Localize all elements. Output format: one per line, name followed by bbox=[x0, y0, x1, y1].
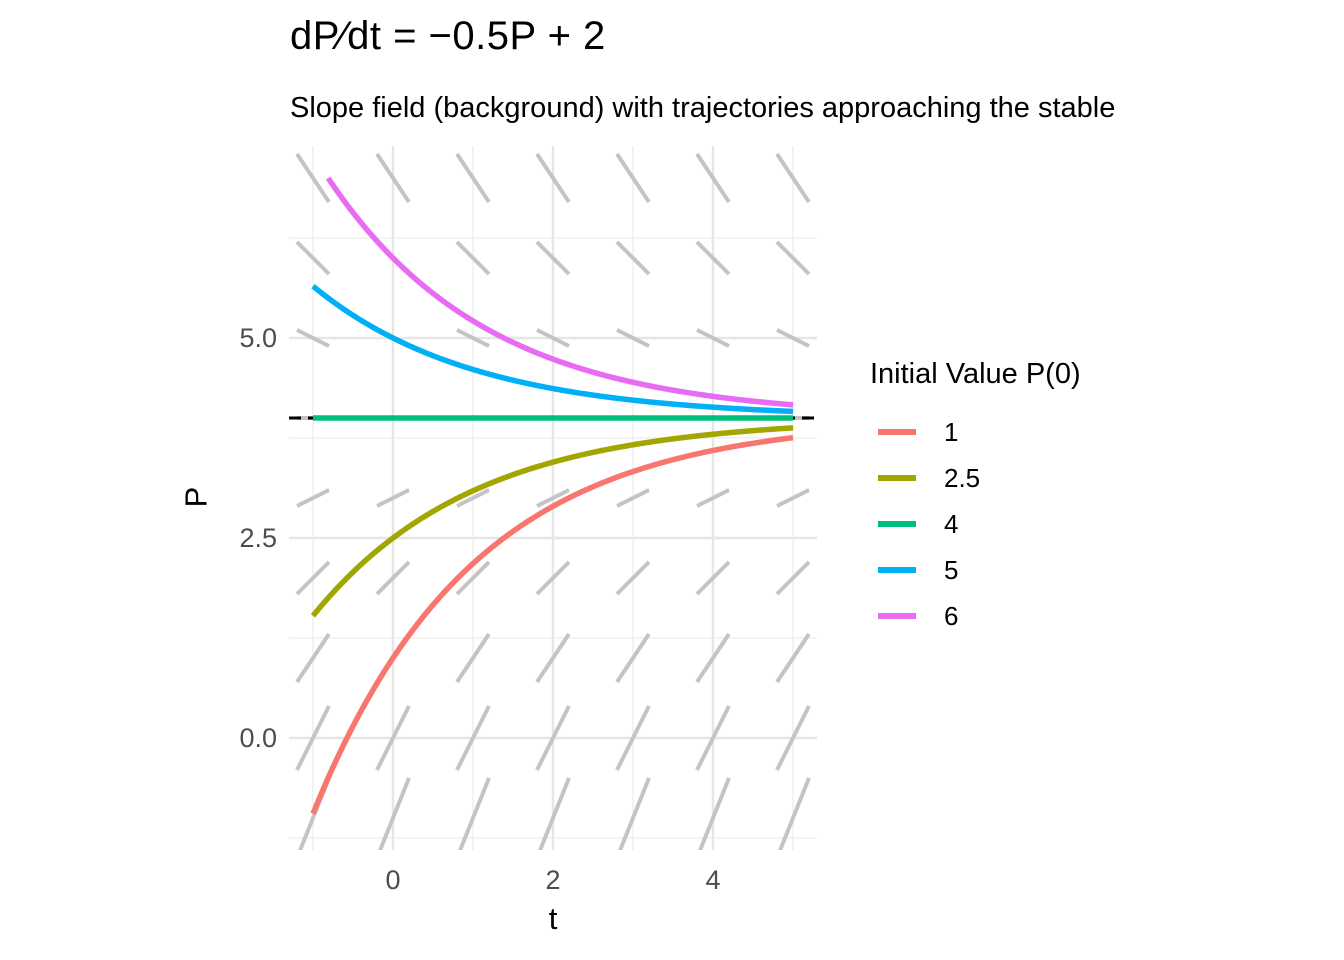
slope-field-segment bbox=[776, 488, 810, 508]
legend-key-line-2.5 bbox=[878, 475, 916, 481]
slope-field-segment bbox=[776, 328, 810, 348]
legend: Initial Value P(0) 1 2.5 4 5 6 bbox=[870, 358, 1081, 639]
x-axis-title: t bbox=[548, 901, 558, 936]
slope-field-segment bbox=[535, 152, 571, 204]
slope-field-segment bbox=[615, 240, 651, 276]
trajectory-P0-5 bbox=[311, 283, 795, 415]
slope-field-segment bbox=[616, 488, 650, 508]
axis-tick-labels: 0.0 2.5 5.0 0 2 4 bbox=[239, 323, 720, 895]
slope-field-segment bbox=[455, 152, 491, 204]
slope-field-segment bbox=[696, 488, 730, 508]
slope-field-segment bbox=[375, 560, 411, 596]
slope-field-segment bbox=[456, 488, 490, 508]
slope-field-segment bbox=[535, 632, 571, 684]
trajectory-P0-6 bbox=[325, 176, 795, 408]
x-tick-label: 2 bbox=[545, 865, 560, 895]
legend-label: 4 bbox=[944, 508, 959, 539]
slope-field-segment bbox=[536, 488, 570, 508]
legend-row-2.5: 2.5 bbox=[870, 455, 1081, 501]
legend-key-line-5 bbox=[878, 567, 916, 573]
slope-field-segment bbox=[535, 705, 571, 771]
slope-field-segment bbox=[695, 240, 731, 276]
legend-row-1: 1 bbox=[870, 409, 1081, 455]
slope-field-segment bbox=[695, 560, 731, 596]
slope-field-segment bbox=[775, 240, 811, 276]
slope-field-segment bbox=[296, 488, 330, 508]
slope-field-segment bbox=[775, 152, 811, 204]
slope-field-segment bbox=[295, 152, 331, 204]
legend-label: 1 bbox=[944, 416, 959, 447]
legend-row-6: 6 bbox=[870, 593, 1081, 639]
legend-key-line-4 bbox=[878, 521, 916, 527]
slope-field-segment bbox=[295, 240, 331, 276]
slope-field-segment bbox=[695, 632, 731, 684]
slope-field-segment bbox=[615, 705, 651, 771]
legend-label: 2.5 bbox=[944, 462, 981, 493]
slope-field-segment bbox=[375, 705, 411, 771]
slope-field-segment bbox=[775, 632, 811, 684]
plot-title: dP∕dt = −0.5P + 2 bbox=[290, 14, 606, 58]
slope-field-segment bbox=[535, 240, 571, 276]
slope-field-segment bbox=[456, 328, 490, 348]
slope-field-segment bbox=[455, 632, 491, 684]
slope-field-segment bbox=[295, 632, 331, 684]
legend-label: 6 bbox=[944, 600, 959, 631]
slope-field-segment bbox=[778, 777, 811, 850]
x-tick-label: 0 bbox=[385, 865, 400, 895]
slope-field-segment bbox=[698, 777, 731, 850]
slope-field-segment bbox=[695, 705, 731, 771]
slope-field-segment bbox=[376, 488, 410, 508]
y-axis-title: P bbox=[178, 486, 214, 508]
legend-key-line-6 bbox=[878, 613, 916, 619]
legend-label: 5 bbox=[944, 554, 959, 585]
slope-field-segment bbox=[536, 328, 570, 348]
slope-field-segment bbox=[696, 328, 730, 348]
slope-field-segment bbox=[615, 560, 651, 596]
slope-field-segment bbox=[538, 777, 571, 850]
legend-items: 1 2.5 4 5 6 bbox=[870, 409, 1081, 639]
slope-field-segment bbox=[695, 152, 731, 204]
slope-field-segment bbox=[378, 777, 411, 850]
legend-row-4: 4 bbox=[870, 501, 1081, 547]
slope-field-segment bbox=[455, 240, 491, 276]
slope-field-segment bbox=[616, 328, 650, 348]
slope-field-segment bbox=[775, 705, 811, 771]
y-tick-label: 2.5 bbox=[239, 523, 277, 553]
slope-field-segment bbox=[615, 632, 651, 684]
slope-field-segment bbox=[535, 560, 571, 596]
slope-field-segment bbox=[375, 152, 411, 204]
legend-row-5: 5 bbox=[870, 547, 1081, 593]
slope-field-segment bbox=[618, 777, 651, 850]
slope-field-segment bbox=[775, 560, 811, 596]
slope-field-segment bbox=[455, 560, 491, 596]
slope-field-segment bbox=[615, 152, 651, 204]
slope-field-segment bbox=[458, 777, 491, 850]
slope-field-segment bbox=[295, 560, 331, 596]
legend-key-line-1 bbox=[878, 429, 916, 435]
slope-field-segment bbox=[296, 328, 330, 348]
plot-subtitle: Slope field (background) with trajectori… bbox=[290, 92, 1116, 124]
x-tick-label: 4 bbox=[705, 865, 720, 895]
trajectory-P0-2.5 bbox=[310, 425, 795, 618]
y-tick-label: 0.0 bbox=[239, 723, 277, 753]
legend-title: Initial Value P(0) bbox=[870, 358, 1081, 390]
trajectories bbox=[310, 176, 795, 815]
slope-field-segment bbox=[295, 705, 331, 771]
trajectory-P0-1 bbox=[310, 434, 795, 815]
y-tick-label: 5.0 bbox=[239, 323, 277, 353]
slope-field-segment bbox=[455, 705, 491, 771]
